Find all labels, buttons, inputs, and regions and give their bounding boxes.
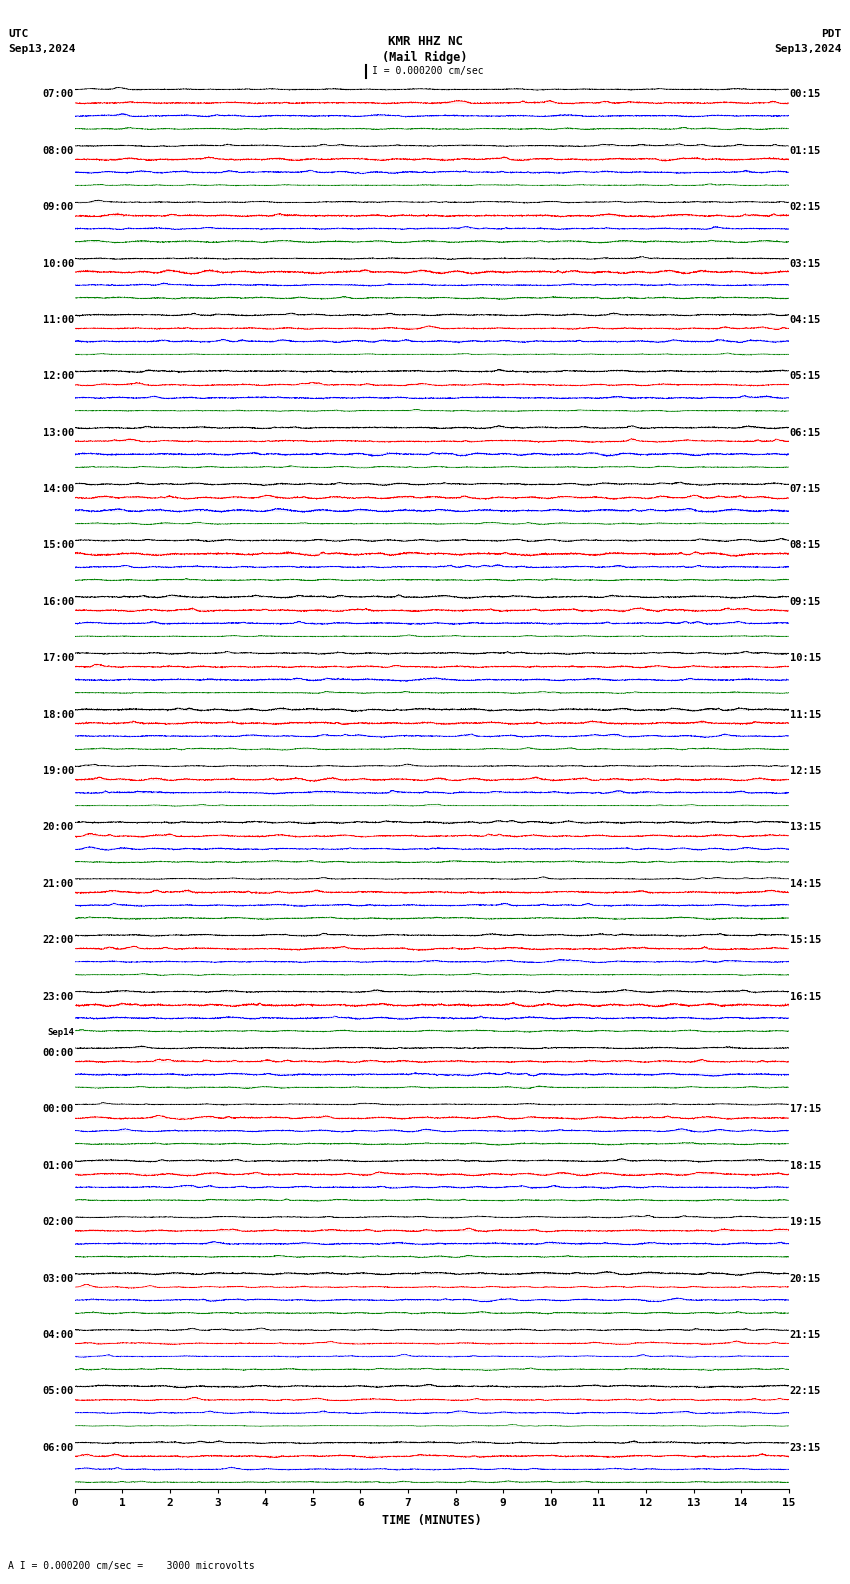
Text: 21:00: 21:00 <box>42 879 74 889</box>
Text: 18:00: 18:00 <box>42 710 74 719</box>
Text: 00:00: 00:00 <box>42 1104 74 1115</box>
Text: A I = 0.000200 cm/sec =    3000 microvolts: A I = 0.000200 cm/sec = 3000 microvolts <box>8 1562 255 1571</box>
Text: 10:15: 10:15 <box>790 653 821 664</box>
Text: 01:15: 01:15 <box>790 146 821 155</box>
Text: 05:15: 05:15 <box>790 371 821 382</box>
Text: 22:00: 22:00 <box>42 935 74 946</box>
Text: 11:00: 11:00 <box>42 315 74 325</box>
Text: 07:15: 07:15 <box>790 485 821 494</box>
Text: 09:00: 09:00 <box>42 203 74 212</box>
Text: Sep13,2024: Sep13,2024 <box>774 44 842 54</box>
Text: 12:00: 12:00 <box>42 371 74 382</box>
Text: 08:00: 08:00 <box>42 146 74 155</box>
X-axis label: TIME (MINUTES): TIME (MINUTES) <box>382 1514 482 1527</box>
Text: 11:15: 11:15 <box>790 710 821 719</box>
Text: 23:00: 23:00 <box>42 992 74 1001</box>
Text: 13:15: 13:15 <box>790 822 821 833</box>
Text: 14:15: 14:15 <box>790 879 821 889</box>
Text: 08:15: 08:15 <box>790 540 821 551</box>
Text: 16:15: 16:15 <box>790 992 821 1001</box>
Text: 15:15: 15:15 <box>790 935 821 946</box>
Text: 19:00: 19:00 <box>42 767 74 776</box>
Text: UTC: UTC <box>8 29 29 38</box>
Text: (Mail Ridge): (Mail Ridge) <box>382 51 468 63</box>
Text: 17:15: 17:15 <box>790 1104 821 1115</box>
Text: 20:00: 20:00 <box>42 822 74 833</box>
Text: Sep14: Sep14 <box>48 1028 74 1036</box>
Text: 13:00: 13:00 <box>42 428 74 437</box>
Text: 23:15: 23:15 <box>790 1443 821 1453</box>
Text: PDT: PDT <box>821 29 842 38</box>
Text: 00:00: 00:00 <box>42 1049 74 1058</box>
Text: 06:00: 06:00 <box>42 1443 74 1453</box>
Text: 12:15: 12:15 <box>790 767 821 776</box>
Text: 10:00: 10:00 <box>42 258 74 269</box>
Text: 16:00: 16:00 <box>42 597 74 607</box>
Text: 14:00: 14:00 <box>42 485 74 494</box>
Text: 18:15: 18:15 <box>790 1161 821 1171</box>
Text: 02:15: 02:15 <box>790 203 821 212</box>
Text: 00:15: 00:15 <box>790 89 821 100</box>
Text: 03:15: 03:15 <box>790 258 821 269</box>
Text: I = 0.000200 cm/sec: I = 0.000200 cm/sec <box>372 67 484 76</box>
Text: 05:00: 05:00 <box>42 1386 74 1397</box>
Text: 19:15: 19:15 <box>790 1217 821 1228</box>
Text: 01:00: 01:00 <box>42 1161 74 1171</box>
Text: 03:00: 03:00 <box>42 1274 74 1283</box>
Text: 22:15: 22:15 <box>790 1386 821 1397</box>
Text: 09:15: 09:15 <box>790 597 821 607</box>
Text: 15:00: 15:00 <box>42 540 74 551</box>
Text: 04:15: 04:15 <box>790 315 821 325</box>
Text: 17:00: 17:00 <box>42 653 74 664</box>
Text: 21:15: 21:15 <box>790 1331 821 1340</box>
Text: 20:15: 20:15 <box>790 1274 821 1283</box>
Text: Sep13,2024: Sep13,2024 <box>8 44 76 54</box>
Text: 06:15: 06:15 <box>790 428 821 437</box>
Text: 07:00: 07:00 <box>42 89 74 100</box>
Text: KMR HHZ NC: KMR HHZ NC <box>388 35 462 48</box>
Text: 04:00: 04:00 <box>42 1331 74 1340</box>
Text: 02:00: 02:00 <box>42 1217 74 1228</box>
